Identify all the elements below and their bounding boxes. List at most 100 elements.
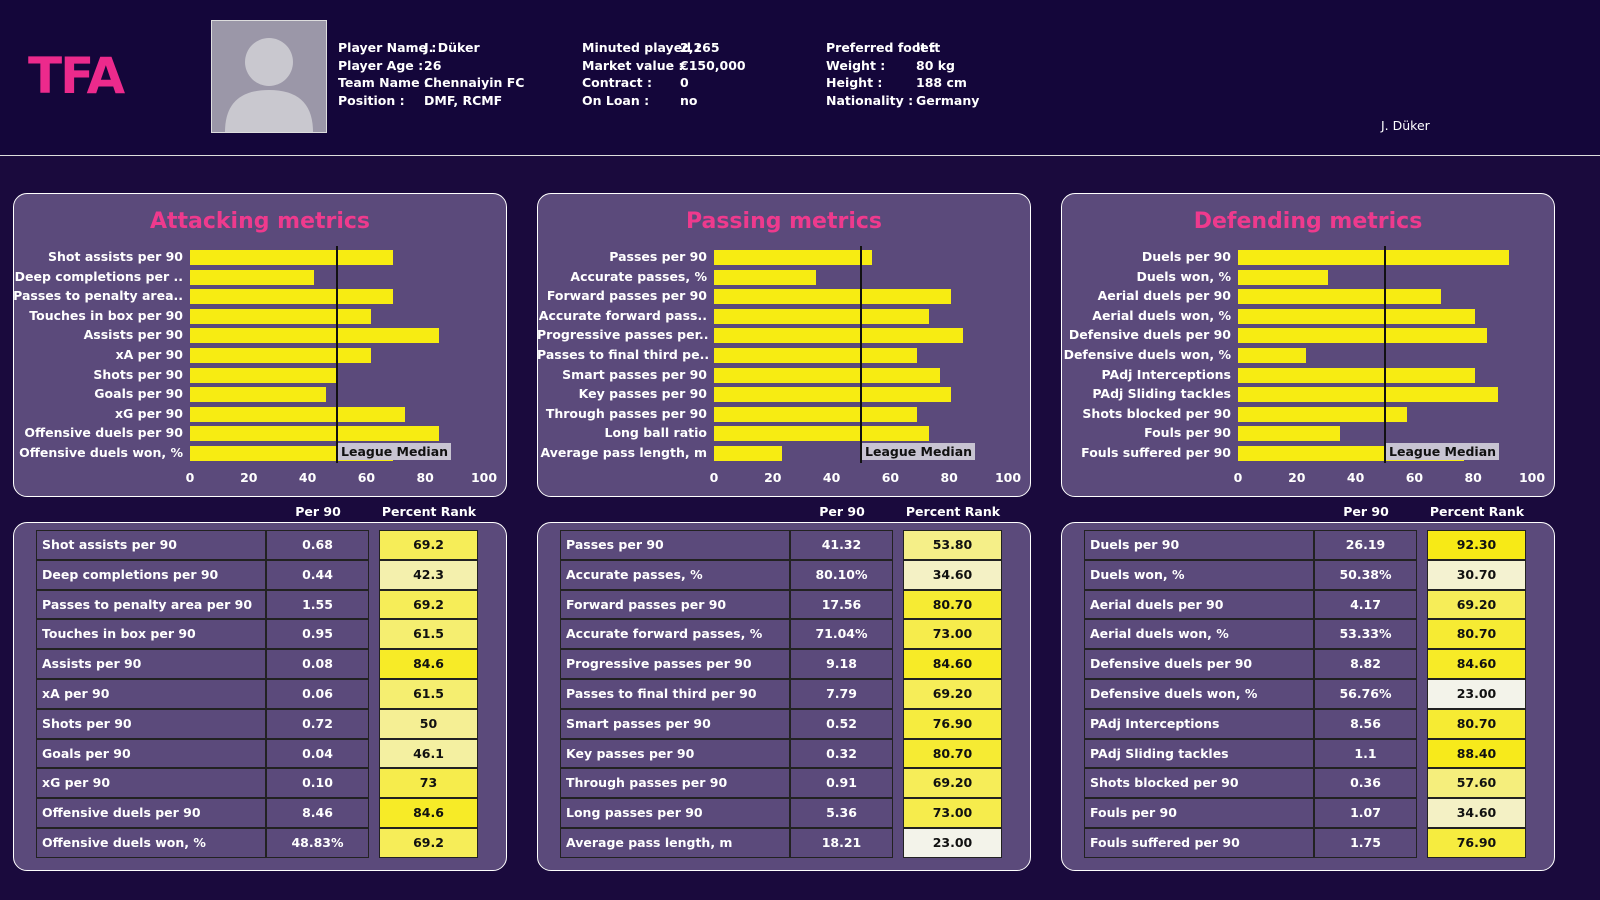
rank-cell: 80.70 — [1427, 619, 1526, 650]
table-cell: Deep completions per 90 — [36, 559, 266, 590]
field-value: Chennaiyin FC — [424, 75, 525, 90]
table-cell: 7.79 — [790, 679, 893, 709]
table-cell: Passes to final third per 90 — [560, 679, 790, 709]
rank-cell: 46.1 — [379, 738, 478, 769]
rank-cell: 69.2 — [379, 828, 478, 858]
table-cell: 17.56 — [790, 589, 893, 620]
rank-cell: 73 — [379, 768, 478, 799]
table-cell: 50.38% — [1314, 559, 1417, 590]
bar — [1238, 289, 1442, 305]
table-cell: xG per 90 — [36, 768, 266, 799]
x-tick-label: 0 — [709, 470, 719, 485]
table-cell: 0.06 — [266, 679, 369, 709]
bar-label: Offensive duels per 90 — [24, 425, 183, 441]
median-line — [860, 246, 862, 463]
bar — [1238, 367, 1476, 383]
table-cell: 26.19 — [1314, 530, 1417, 560]
table-cell: PAdj Interceptions — [1084, 708, 1314, 739]
x-tick-label: 0 — [185, 470, 195, 485]
table-cell: 0.68 — [266, 530, 369, 560]
field-value: DMF, RCMF — [424, 92, 503, 108]
rank-cell: 34.60 — [903, 559, 1002, 590]
table-cell: Aerial duels won, % — [1084, 619, 1314, 650]
bar-label: Fouls suffered per 90 — [1081, 445, 1231, 460]
bar-label: Key passes per 90 — [578, 386, 707, 402]
table-cell: Goals per 90 — [36, 738, 266, 769]
table-cell: Shots blocked per 90 — [1084, 768, 1314, 799]
rank-cell: 73.00 — [903, 619, 1002, 650]
table-cell: 48.83% — [266, 828, 369, 858]
table-cell: Touches in box per 90 — [36, 619, 266, 650]
table-cell: Accurate forward passes, % — [560, 619, 790, 650]
rank-cell: 30.70 — [1427, 559, 1526, 590]
table-cell: Accurate passes, % — [560, 559, 790, 590]
table-cell: 18.21 — [790, 828, 893, 858]
x-tick-label: 20 — [240, 470, 258, 485]
bar — [190, 289, 394, 305]
field-value: left — [916, 40, 941, 55]
bar-label: Accurate forward pass.. — [538, 307, 707, 323]
rank-cell: 80.70 — [903, 738, 1002, 769]
bar-label: Aerial duels won, % — [1092, 307, 1231, 323]
table-cell: 0.10 — [266, 768, 369, 799]
table-cell: 1.07 — [1314, 798, 1417, 828]
x-tick-label: 100 — [470, 470, 498, 485]
field-label: Position : — [338, 92, 405, 108]
table-cell: Average pass length, m — [560, 828, 790, 858]
field-value: 26 — [424, 57, 442, 73]
bar — [1238, 387, 1498, 403]
field-label: Market value : — [582, 57, 684, 73]
table-cell: Defensive duels per 90 — [1084, 649, 1314, 679]
bar — [714, 367, 941, 383]
bar-label: Assists per 90 — [83, 327, 183, 343]
bar-label: Passes to penalty area.. — [13, 288, 183, 304]
bar — [190, 269, 315, 285]
field-label: Player Age : — [338, 57, 424, 73]
rank-cell: 76.90 — [1427, 828, 1526, 858]
bar-label: Aerial duels per 90 — [1097, 288, 1231, 304]
rank-cell: 61.5 — [379, 619, 478, 650]
median-label: League Median — [862, 443, 976, 460]
table-cell: 0.04 — [266, 738, 369, 769]
table-cell: 1.75 — [1314, 828, 1417, 858]
rank-cell: 23.00 — [903, 828, 1002, 858]
table-cell: 41.32 — [790, 530, 893, 560]
rank-cell: 84.6 — [379, 649, 478, 679]
field-label: Preferred foot : — [826, 40, 936, 55]
table-cell: PAdj Sliding tackles — [1084, 738, 1314, 769]
table-cell: 0.44 — [266, 559, 369, 590]
bar-label: Defensive duels per 90 — [1068, 327, 1231, 343]
rank-cell: 69.2 — [379, 589, 478, 620]
rank-cell: 61.5 — [379, 679, 478, 709]
rank-cell: 88.40 — [1427, 738, 1526, 769]
x-tick-label: 60 — [1405, 470, 1424, 485]
bar-label: Progressive passes per.. — [537, 327, 709, 343]
rank-cell: 69.20 — [903, 768, 1002, 799]
bar-label: Shots blocked per 90 — [1082, 405, 1231, 421]
bar-label: Average pass length, m — [540, 445, 707, 460]
x-tick-label: 0 — [1233, 470, 1243, 485]
bar — [190, 426, 439, 442]
x-tick-label: 100 — [1518, 470, 1546, 485]
x-tick-label: 80 — [1464, 470, 1482, 485]
bar — [1238, 308, 1476, 324]
bar — [1238, 250, 1510, 265]
x-tick-label: 40 — [298, 470, 317, 485]
bar-label: Fouls per 90 — [1144, 425, 1231, 441]
bar-label: Goals per 90 — [94, 386, 183, 402]
bar — [1238, 328, 1487, 344]
rank-cell: 23.00 — [1427, 679, 1526, 709]
table-cell: Offensive duels won, % — [36, 828, 266, 858]
bar-label: Accurate passes, % — [570, 268, 707, 284]
table-cell: 53.33% — [1314, 619, 1417, 650]
table-cell: 80.10% — [790, 559, 893, 590]
table-cell: 0.08 — [266, 649, 369, 679]
rank-cell: 69.20 — [1427, 589, 1526, 620]
bar-label: Passes per 90 — [609, 249, 707, 264]
bar — [714, 269, 816, 285]
x-tick-label: 60 — [357, 470, 376, 485]
field-value: J. Düker — [424, 40, 480, 55]
bar-label: Through passes per 90 — [545, 405, 707, 421]
column-header: Per 90 — [819, 504, 865, 519]
